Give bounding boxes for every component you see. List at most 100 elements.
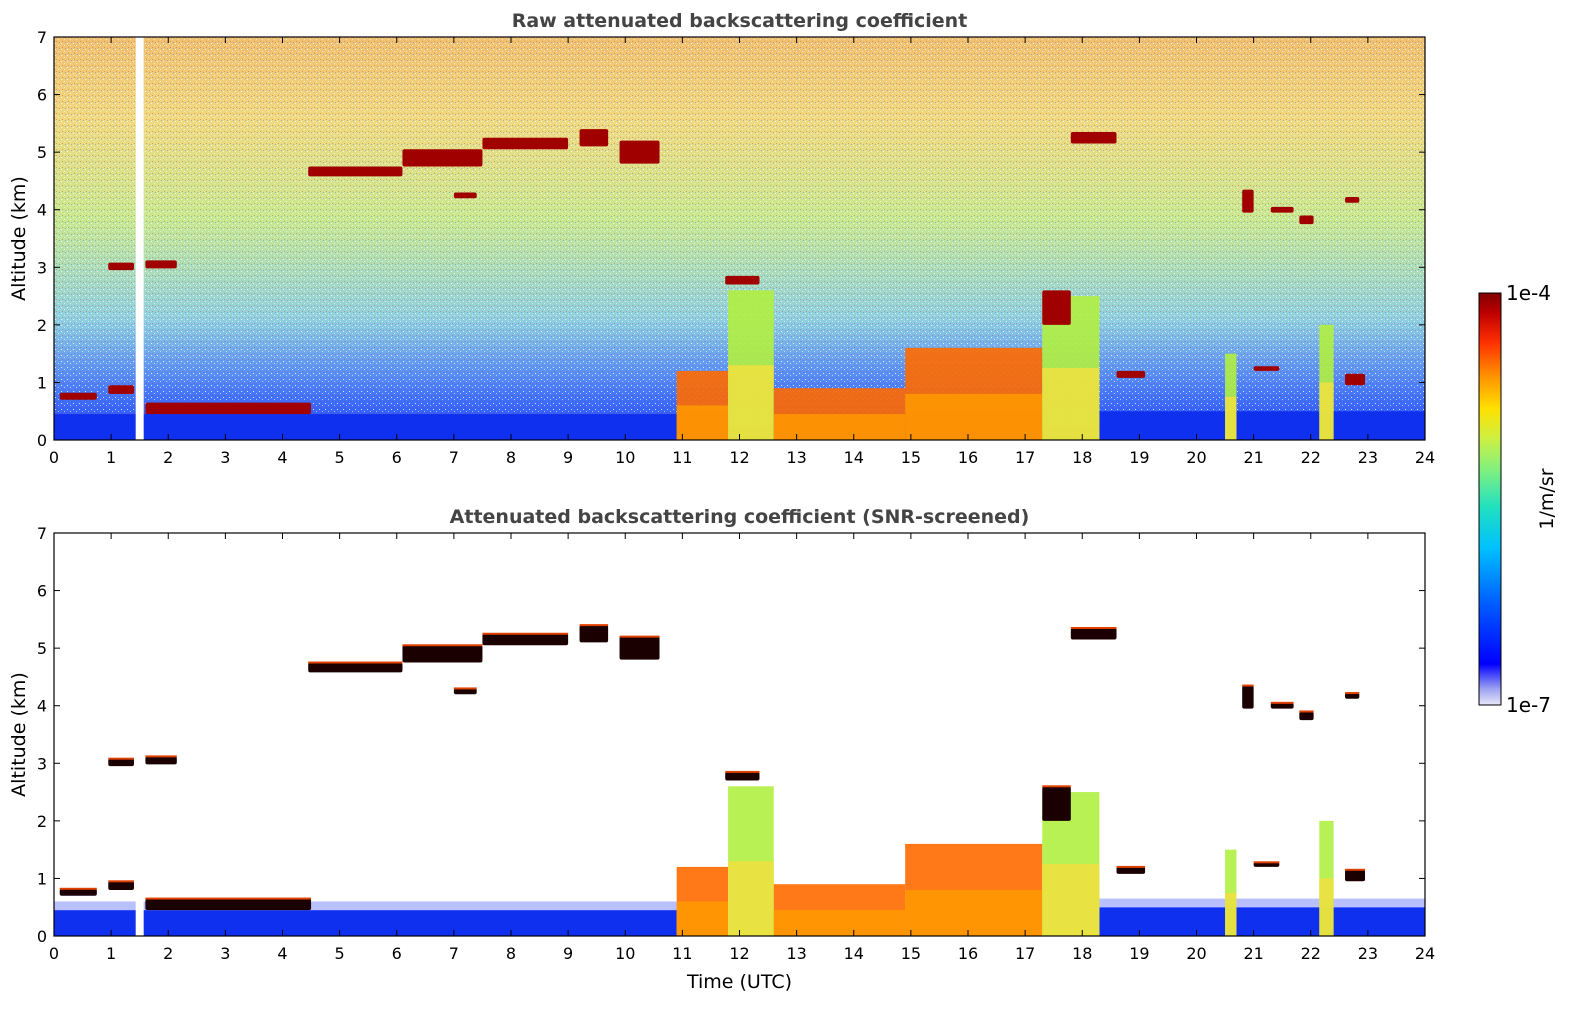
cloud-layer xyxy=(725,771,760,781)
x-tick-label: 22 xyxy=(1301,944,1321,963)
cloud-layer-edge xyxy=(725,770,760,773)
cloud-layer-edge xyxy=(402,644,483,647)
cloud-layer xyxy=(482,137,569,150)
aerosol-core xyxy=(1319,878,1334,936)
x-tick-label: 2 xyxy=(163,944,173,963)
boundary-layer-edge xyxy=(1099,898,1425,908)
aerosol-core xyxy=(1225,396,1237,440)
y-tick-label: 2 xyxy=(37,316,47,335)
x-tick-label: 14 xyxy=(844,448,864,467)
cloud-layer-edge xyxy=(619,635,660,638)
cloud-layer xyxy=(1042,786,1071,821)
cloud-layer xyxy=(108,758,134,767)
boundary-layer xyxy=(1099,411,1425,440)
x-tick-label: 3 xyxy=(220,448,230,467)
y-tick-label: 7 xyxy=(37,28,47,47)
x-tick-label: 15 xyxy=(901,944,921,963)
x-tick-label: 7 xyxy=(449,448,459,467)
cloud-layer xyxy=(1116,866,1146,874)
cloud-layer-edge xyxy=(308,661,403,664)
cloud-layer-edge xyxy=(145,755,177,758)
cloud-layer xyxy=(1270,702,1294,709)
cloud-layer xyxy=(108,262,134,271)
x-tick-label: 11 xyxy=(672,448,692,467)
boundary-layer xyxy=(54,414,677,440)
cloud-layer-edge xyxy=(59,887,97,890)
aerosol-core xyxy=(905,889,1043,936)
x-tick-label: 10 xyxy=(615,944,635,963)
x-tick-label: 12 xyxy=(729,448,749,467)
x-axis-label: Time (UTC) xyxy=(686,971,792,993)
cloud-layer-edge xyxy=(1116,865,1146,868)
y-tick-label: 5 xyxy=(37,639,47,658)
y-tick-label: 2 xyxy=(37,812,47,831)
y-tick-label: 6 xyxy=(37,86,47,105)
cloud-layer-edge xyxy=(108,880,134,883)
aerosol-core xyxy=(905,393,1043,440)
x-tick-label: 0 xyxy=(49,944,59,963)
cloud-layer xyxy=(402,645,483,663)
cloud-layer-edge xyxy=(145,897,312,900)
cloud-layer xyxy=(108,385,134,394)
cloud-layer-edge xyxy=(1270,701,1294,704)
y-tick-label: 4 xyxy=(37,697,47,716)
x-tick-label: 22 xyxy=(1301,448,1321,467)
y-tick-label: 3 xyxy=(37,754,47,773)
cloud-layer xyxy=(1042,290,1071,325)
y-axis-label: Altitude (km) xyxy=(8,672,30,797)
aerosol-core xyxy=(728,861,774,936)
cloud-layer xyxy=(308,166,403,177)
aerosol-core xyxy=(773,414,906,440)
aerosol-core xyxy=(1042,368,1100,440)
x-tick-label: 20 xyxy=(1186,944,1206,963)
x-tick-label: 21 xyxy=(1243,448,1263,467)
y-tick-label: 5 xyxy=(37,143,47,162)
cloud-layer-edge xyxy=(579,624,609,627)
colorbar-unit-label: 1/m/sr xyxy=(1536,468,1558,529)
cloud-layer xyxy=(1070,627,1117,640)
y-tick-label: 1 xyxy=(37,373,47,392)
cloud-layer xyxy=(453,688,477,695)
colorbar-max-label: 1e-4 xyxy=(1506,281,1551,305)
data-gap xyxy=(135,37,144,440)
cloud-layer xyxy=(579,129,609,147)
x-tick-label: 8 xyxy=(506,944,516,963)
cloud-layer xyxy=(108,881,134,890)
cloud-layer xyxy=(1345,373,1366,386)
cloud-layer xyxy=(1116,370,1146,378)
cloud-layer xyxy=(1299,711,1314,721)
x-tick-label: 9 xyxy=(563,944,573,963)
cloud-layer xyxy=(453,192,477,199)
x-tick-label: 21 xyxy=(1243,944,1263,963)
cloud-layer xyxy=(1270,206,1294,213)
cloud-layer xyxy=(1253,862,1280,867)
aerosol-core xyxy=(1042,864,1100,936)
cloud-layer-edge xyxy=(1253,861,1280,864)
x-tick-label: 2 xyxy=(163,448,173,467)
y-tick-label: 1 xyxy=(37,869,47,888)
x-tick-label: 16 xyxy=(958,448,978,467)
x-tick-label: 18 xyxy=(1072,448,1092,467)
x-tick-label: 4 xyxy=(277,448,287,467)
x-tick-label: 1 xyxy=(106,448,116,467)
cloud-layer-edge xyxy=(482,632,569,635)
cloud-layer xyxy=(725,275,760,285)
x-tick-label: 11 xyxy=(672,944,692,963)
boundary-layer-edge xyxy=(54,901,677,911)
cloud-layer-edge xyxy=(1070,626,1117,629)
x-tick-label: 17 xyxy=(1015,448,1035,467)
x-tick-label: 6 xyxy=(392,448,402,467)
boundary-layer xyxy=(1099,907,1425,936)
cloud-layer-edge xyxy=(453,687,477,690)
cloud-layer xyxy=(1345,869,1366,882)
cloud-layer-edge xyxy=(1345,868,1366,871)
cloud-layer xyxy=(145,756,177,765)
x-tick-label: 12 xyxy=(729,944,749,963)
colorbar: 1e-4 1e-7 1/m/sr xyxy=(1478,281,1558,717)
aerosol-core xyxy=(1319,382,1334,440)
snr-screened-panel: 0 1 2 3 4 5 6 7 8 9 10 11 12 13 14 15 16 17 18 19 20 21 22 23 24… xyxy=(8,506,1435,993)
x-tick-label: 0 xyxy=(49,448,59,467)
x-tick-label: 18 xyxy=(1072,944,1092,963)
cloud-layer xyxy=(1253,366,1280,371)
